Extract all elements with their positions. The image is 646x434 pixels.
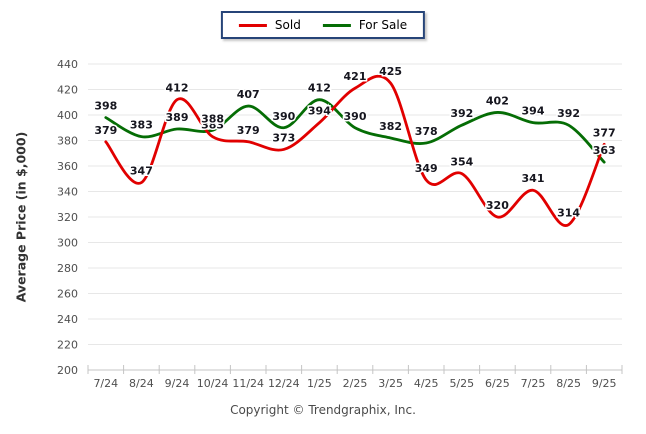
y-tick-label: 280 xyxy=(57,262,78,275)
data-label: 377 xyxy=(593,126,616,139)
series-line-for-sale xyxy=(104,98,606,164)
y-tick-label: 200 xyxy=(57,364,78,377)
chart-svg: 200 220 240 260 280 300 320 340 360 380 400 420 440 7… xyxy=(57,58,623,390)
data-label: 412 xyxy=(308,82,331,95)
y-tick-label: 220 xyxy=(57,339,78,352)
y-tick-label: 260 xyxy=(57,288,78,301)
data-label: 407 xyxy=(237,88,260,101)
data-label: 412 xyxy=(166,82,189,95)
data-label: 402 xyxy=(486,94,509,107)
x-tick-label: 8/25 xyxy=(556,377,581,390)
series-line-sold xyxy=(104,74,606,227)
data-label: 382 xyxy=(379,120,402,133)
x-tick-label: 4/25 xyxy=(414,377,439,390)
y-tick-label: 380 xyxy=(57,135,78,148)
data-label: 354 xyxy=(450,156,473,169)
data-label: 389 xyxy=(166,111,189,124)
data-label: 383 xyxy=(130,119,153,132)
legend-label-for-sale: For Sale xyxy=(358,18,408,32)
data-label: 373 xyxy=(272,131,295,144)
x-tick-label: 12/24 xyxy=(268,377,300,390)
x-tick-label: 5/25 xyxy=(449,377,474,390)
data-label: 390 xyxy=(344,110,367,123)
data-label: 425 xyxy=(379,65,402,78)
data-label: 341 xyxy=(522,172,545,185)
x-tick-label: 9/24 xyxy=(165,377,190,390)
data-label: 392 xyxy=(557,107,580,120)
data-label: 390 xyxy=(272,110,295,123)
copyright-text: Copyright © Trendgraphix, Inc. xyxy=(230,403,416,417)
legend-label-sold: Sold xyxy=(274,18,301,32)
data-label: 379 xyxy=(94,124,117,137)
x-tick-label: 10/24 xyxy=(197,377,229,390)
y-tick-label: 320 xyxy=(57,211,78,224)
y-tick-label: 420 xyxy=(57,84,78,97)
x-tick-label: 7/25 xyxy=(521,377,546,390)
data-label: 363 xyxy=(593,144,616,157)
data-label: 394 xyxy=(522,105,545,118)
data-label: 383 xyxy=(201,119,224,132)
y-tick-label: 360 xyxy=(57,160,78,173)
data-label: 394 xyxy=(308,105,331,118)
data-label: 378 xyxy=(415,125,438,138)
data-label: 388 xyxy=(201,112,224,125)
x-tick-label: 8/24 xyxy=(129,377,154,390)
x-tick-label: 6/25 xyxy=(485,377,510,390)
data-label: 379 xyxy=(237,124,260,137)
x-tick-label: 2/25 xyxy=(343,377,368,390)
data-label: 314 xyxy=(557,207,580,220)
x-tick-label: 9/25 xyxy=(592,377,617,390)
data-label: 349 xyxy=(415,162,438,175)
y-tick-label: 300 xyxy=(57,237,78,250)
x-tick-label: 3/25 xyxy=(378,377,403,390)
legend: Sold For Sale xyxy=(220,11,426,39)
x-tick-label: 11/24 xyxy=(232,377,264,390)
data-label: 347 xyxy=(130,165,153,178)
y-tick-label: 440 xyxy=(57,58,78,71)
data-label: 398 xyxy=(94,100,117,113)
y-tick-label: 240 xyxy=(57,313,78,326)
legend-item-for-sale: For Sale xyxy=(322,18,408,32)
y-tick-label: 400 xyxy=(57,109,78,122)
data-label: 392 xyxy=(450,107,473,120)
y-tick-label: 340 xyxy=(57,186,78,199)
x-tick-label: 1/25 xyxy=(307,377,332,390)
data-label: 421 xyxy=(344,70,367,83)
data-label: 320 xyxy=(486,199,509,212)
sold-line-swatch-icon xyxy=(238,23,267,27)
x-tick-label: 7/24 xyxy=(93,377,118,390)
legend-item-sold: Sold xyxy=(238,18,301,32)
for-sale-line-swatch-icon xyxy=(322,23,351,27)
